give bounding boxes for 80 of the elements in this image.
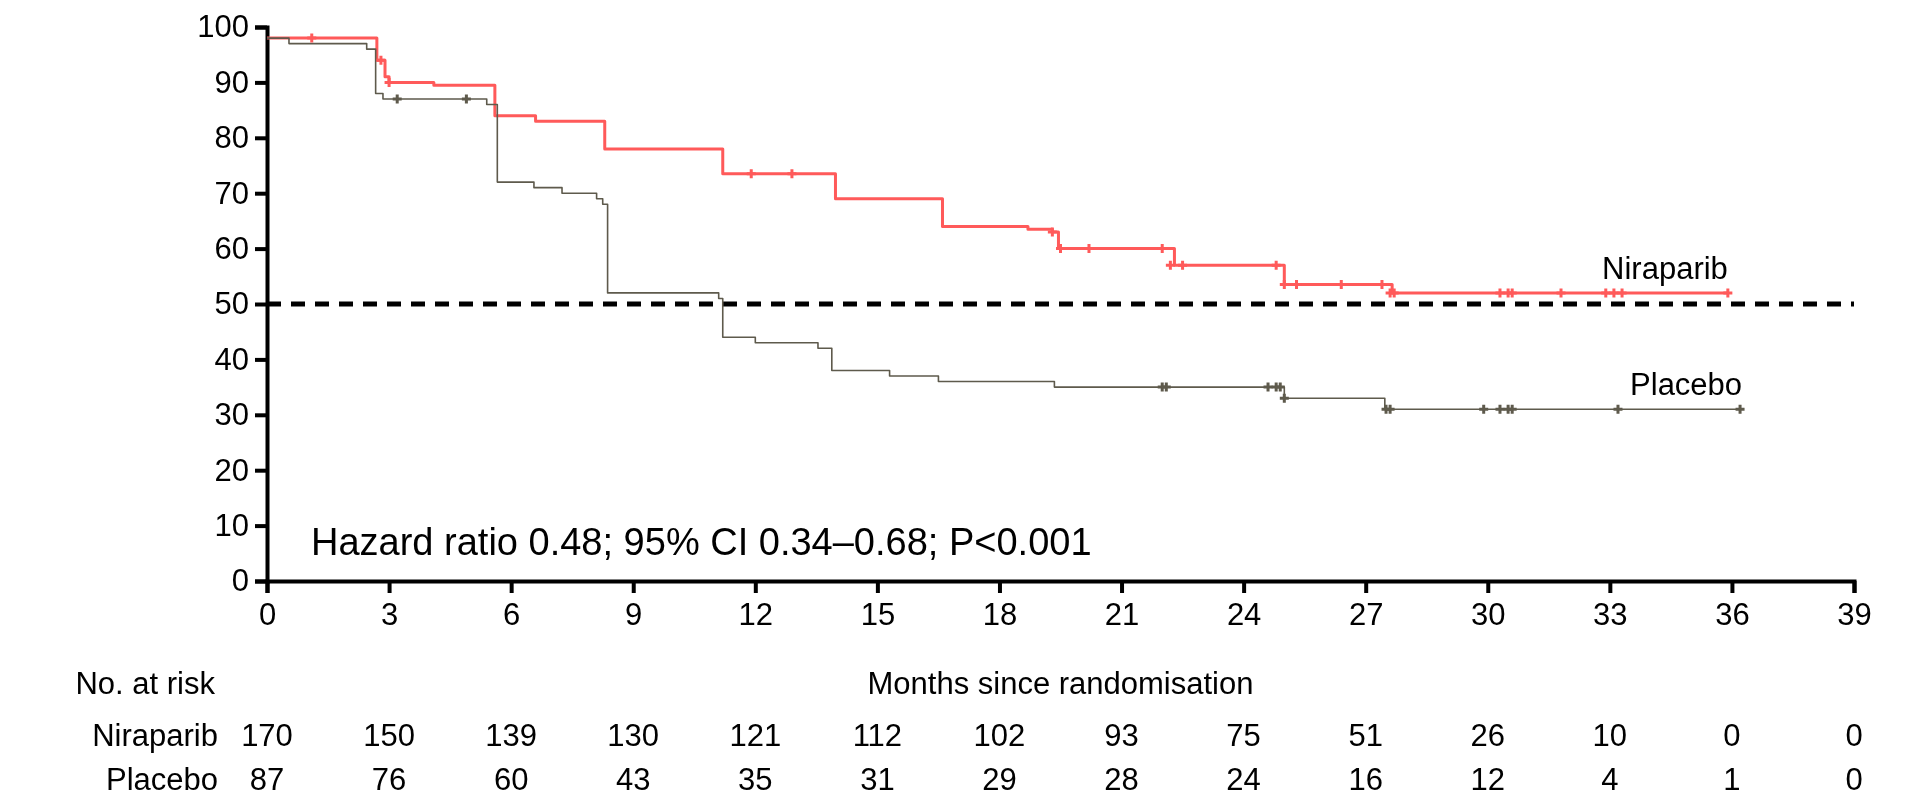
point bbox=[376, 55, 386, 65]
x-axis-title: Months since randomisation bbox=[867, 666, 1254, 701]
data-label: 121 bbox=[729, 718, 782, 753]
y-tick-label: 70 bbox=[214, 175, 249, 211]
point bbox=[392, 94, 402, 104]
data-label: 28 bbox=[1104, 762, 1139, 797]
point bbox=[1271, 260, 1281, 270]
point bbox=[1613, 404, 1623, 414]
data-label: 150 bbox=[363, 718, 415, 753]
data-label: 170 bbox=[241, 718, 293, 753]
x-tick-label: 39 bbox=[1837, 597, 1872, 633]
x-tick-label: 24 bbox=[1226, 597, 1262, 633]
data-label: 10 bbox=[1592, 718, 1628, 753]
point bbox=[1495, 288, 1505, 298]
x-tick-label: 15 bbox=[860, 597, 896, 633]
data-label: 4 bbox=[1601, 762, 1619, 797]
chart-title: No. at risk bbox=[75, 666, 216, 701]
point bbox=[1609, 288, 1619, 298]
y-tick-label: 50 bbox=[214, 286, 249, 322]
x-tick-label: 36 bbox=[1715, 597, 1750, 633]
data-label: 51 bbox=[1348, 718, 1383, 753]
y-tick-label: 40 bbox=[214, 341, 249, 377]
point bbox=[1263, 382, 1273, 392]
x-tick-label: 12 bbox=[738, 597, 774, 633]
data-label: 0 bbox=[1723, 718, 1741, 753]
point bbox=[787, 169, 797, 179]
point bbox=[1479, 404, 1489, 414]
y-tick-label: 20 bbox=[214, 452, 249, 488]
data-label: 139 bbox=[485, 718, 538, 753]
point bbox=[1617, 288, 1627, 298]
data-label: 43 bbox=[615, 762, 651, 797]
annotation: Hazard ratio 0.48; 95% CI 0.34–0.68; P<0.001 bbox=[311, 521, 1092, 563]
x-tick-label: 21 bbox=[1104, 597, 1140, 633]
y-tick-label: 100 bbox=[197, 9, 249, 45]
data-label: 26 bbox=[1470, 718, 1506, 753]
point bbox=[307, 33, 317, 43]
data-label: 75 bbox=[1226, 718, 1261, 753]
data-label: 35 bbox=[738, 762, 773, 797]
point bbox=[1723, 288, 1733, 298]
data-label: 93 bbox=[1104, 718, 1139, 753]
point bbox=[746, 169, 756, 179]
point bbox=[1556, 288, 1566, 298]
data-label: 16 bbox=[1348, 762, 1383, 797]
y-tick-label: 0 bbox=[231, 563, 249, 599]
point bbox=[1601, 288, 1611, 298]
x-tick-label: 9 bbox=[625, 597, 643, 633]
data-label: 1 bbox=[1723, 762, 1741, 797]
point bbox=[1047, 227, 1057, 237]
point bbox=[1495, 404, 1505, 414]
data-label: 102 bbox=[973, 718, 1026, 753]
point bbox=[1165, 260, 1175, 270]
x-tick-label: 18 bbox=[982, 597, 1018, 633]
x-tick-label: 6 bbox=[503, 597, 521, 633]
data-label: 76 bbox=[371, 762, 407, 797]
data-label: 31 bbox=[860, 762, 895, 797]
point bbox=[1178, 260, 1188, 270]
data-label: 24 bbox=[1226, 762, 1261, 797]
data-label: 0 bbox=[1845, 718, 1863, 753]
data-label: 60 bbox=[493, 762, 529, 797]
series-label: Niraparib bbox=[1602, 250, 1728, 286]
x-tick-label: 33 bbox=[1593, 597, 1628, 633]
x-tick-label: 3 bbox=[380, 597, 399, 633]
point bbox=[461, 94, 471, 104]
x-tick-label: 30 bbox=[1471, 597, 1506, 633]
x-tick-label: 0 bbox=[258, 597, 277, 633]
x-tick-label: 27 bbox=[1348, 597, 1384, 633]
y-tick-label: 80 bbox=[214, 120, 249, 156]
y-tick-label: 30 bbox=[214, 397, 249, 433]
point bbox=[1279, 393, 1289, 403]
point bbox=[1735, 404, 1745, 414]
series-label: Placebo bbox=[1630, 367, 1743, 403]
data-label: 0 bbox=[1845, 762, 1863, 797]
y-tick-label: 90 bbox=[214, 64, 249, 100]
y-tick-label: 10 bbox=[214, 508, 249, 544]
data-label: 12 bbox=[1470, 762, 1506, 797]
data-label: 130 bbox=[607, 718, 660, 753]
data-label: 112 bbox=[852, 718, 903, 753]
data-label: 87 bbox=[249, 762, 285, 797]
y-tick-label: 60 bbox=[214, 231, 249, 267]
data-label: 29 bbox=[982, 762, 1017, 797]
